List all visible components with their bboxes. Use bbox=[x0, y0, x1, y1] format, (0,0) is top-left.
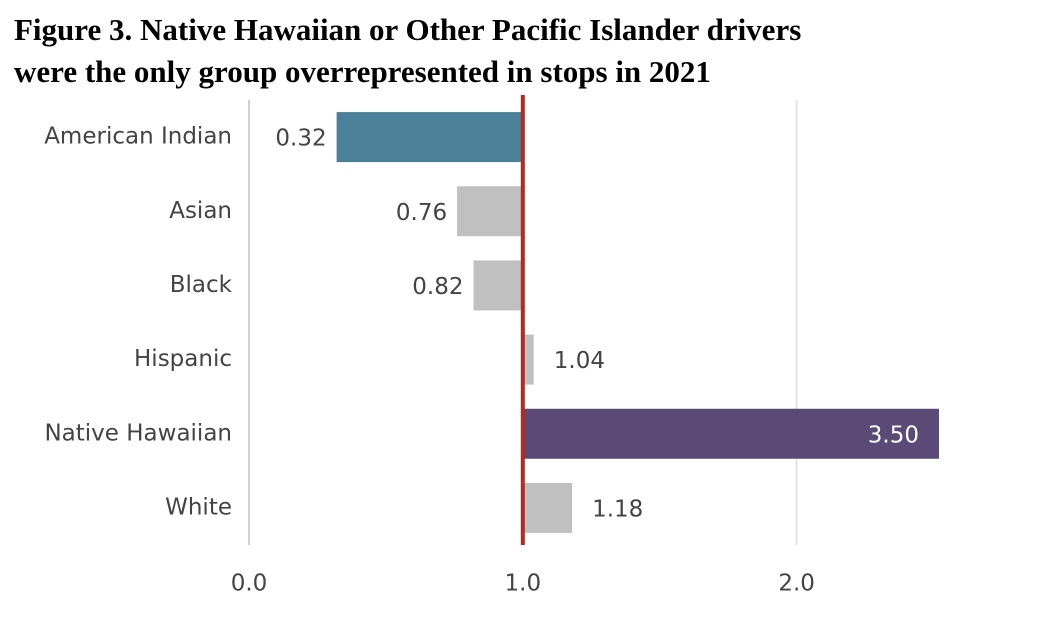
bar bbox=[457, 186, 523, 237]
value-label: 1.04 bbox=[554, 348, 605, 374]
value-label: 3.50 bbox=[868, 422, 919, 448]
value-label: 1.18 bbox=[592, 496, 643, 522]
bar bbox=[522, 334, 534, 385]
y-tick-label: Black bbox=[170, 272, 233, 298]
y-tick-label: American Indian bbox=[44, 124, 232, 150]
bar bbox=[473, 260, 523, 311]
bar bbox=[522, 408, 939, 459]
y-tick-label: White bbox=[165, 494, 232, 520]
chart-title: were the only group overrepresented in s… bbox=[14, 54, 711, 89]
chart-title: Figure 3. Native Hawaiian or Other Pacif… bbox=[14, 12, 801, 47]
x-tick-label: 1.0 bbox=[505, 571, 542, 597]
y-tick-label: Hispanic bbox=[134, 346, 232, 372]
bar bbox=[336, 112, 523, 163]
y-tick-label: Native Hawaiian bbox=[44, 420, 232, 446]
value-label: 0.82 bbox=[412, 274, 463, 300]
value-label: 0.76 bbox=[396, 200, 447, 226]
value-label: 0.32 bbox=[275, 126, 326, 152]
x-tick-label: 2.0 bbox=[778, 571, 815, 597]
y-tick-label: Asian bbox=[169, 198, 232, 224]
x-tick-label: 0.0 bbox=[231, 571, 268, 597]
bar bbox=[522, 482, 573, 533]
